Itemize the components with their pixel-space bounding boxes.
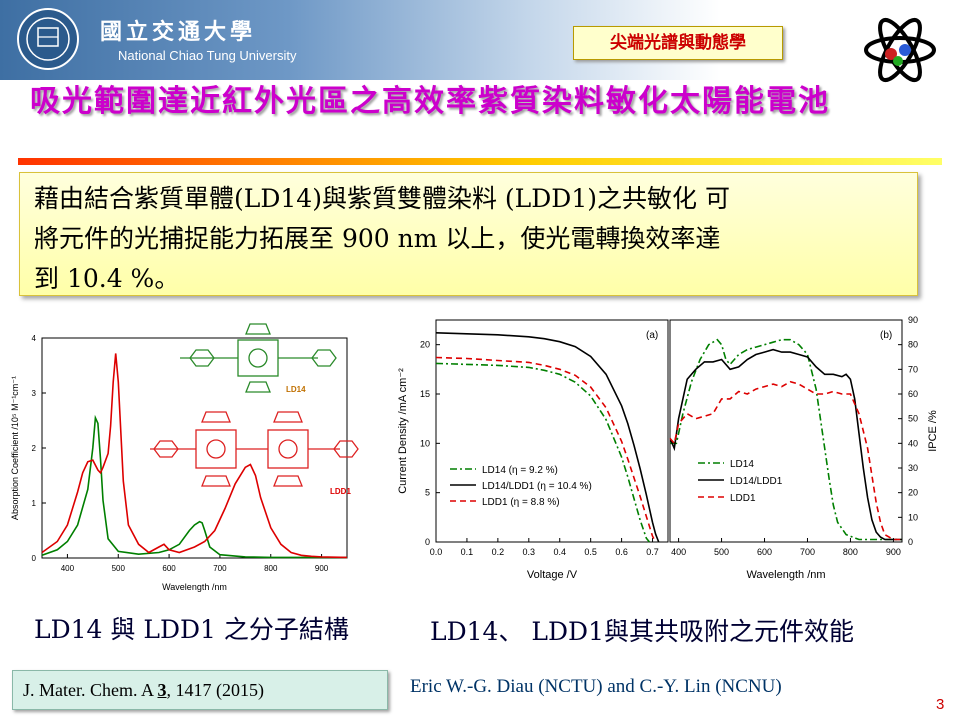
reference-box: J. Mater. Chem. A 3, 1417 (2015) — [12, 670, 388, 710]
reference-pages-year: , 1417 (2015) — [166, 680, 265, 700]
y-tick-label: 20 — [908, 488, 918, 498]
y-tick-label: 40 — [908, 438, 918, 448]
series-line — [669, 348, 902, 541]
y-axis-label: Current Density /mA cm⁻² — [397, 368, 409, 494]
plot-frame — [669, 319, 903, 543]
y-axis-label: Absorption Coefficient /10⁵ M⁻¹cm⁻¹ — [10, 376, 20, 520]
series-line — [435, 356, 657, 543]
series-line — [435, 332, 660, 543]
university-seal-logo — [17, 8, 79, 70]
caption-device-performance: LD14、 LDD1與其共吸附之元件效能 — [430, 617, 855, 646]
y-tick-label: 0 — [32, 554, 37, 563]
x-tick-label: 0.3 — [523, 547, 536, 557]
atom-icon — [864, 17, 936, 83]
header-banner — [0, 0, 960, 80]
series-line — [435, 362, 651, 543]
x-tick-label: 0.5 — [584, 547, 597, 557]
summary-line-1: 藉由結合紫質單體(LD14)與紫質雙體染料 (LDD1)之共敏化 可 — [34, 184, 730, 213]
x-tick-label: 500 — [112, 564, 126, 573]
x-axis-label: Wavelength /nm — [162, 582, 227, 592]
x-tick-label: 0.7 — [646, 547, 659, 557]
y-tick-label: 90 — [908, 315, 918, 325]
ldd1-structure-label: LDD1 — [330, 487, 351, 496]
jv-series — [435, 332, 660, 543]
x-axis-label: Voltage /V — [527, 569, 578, 581]
x-tick-label: 600 — [162, 564, 176, 573]
y-tick-label: 3 — [32, 389, 37, 398]
plot-frame — [435, 319, 669, 543]
panel-label: (a) — [646, 330, 658, 341]
university-name-en: National Chiao Tung University — [118, 48, 297, 63]
reference-journal: J. Mater. Chem. A — [23, 680, 158, 700]
course-tag: 尖端光譜與動態學 — [573, 26, 783, 60]
page-number: 3 — [936, 696, 945, 713]
authors-credit: Eric W.-G. Diau (NCTU) and C.-Y. Lin (NC… — [410, 676, 782, 697]
legend-label: LD14/LDD1 (η = 10.4 %) — [482, 481, 592, 492]
x-tick-label: 500 — [714, 547, 729, 557]
title-underline — [18, 158, 942, 165]
ipce-legend: LD14 LD14/LDD1 LDD1 — [698, 459, 783, 504]
y-tick-label: 4 — [32, 334, 37, 343]
legend-label: LD14/LDD1 — [730, 476, 783, 487]
x-tick-label: 400 — [671, 547, 686, 557]
summary-box: 藉由結合紫質單體(LD14)與紫質雙體染料 (LDD1)之共敏化 可 將元件的光… — [19, 172, 918, 296]
caption-molecular-structure: LD14 與 LDD1 之分子結構 — [34, 615, 349, 644]
y-tick-label: 1 — [32, 499, 37, 508]
x-tick-label: 0.1 — [461, 547, 474, 557]
y-tick-label: 50 — [908, 414, 918, 424]
x-tick-label: 0.6 — [615, 547, 628, 557]
jv-legend: LD14 (η = 9.2 %) LD14/LDD1 (η = 10.4 %) LD… — [450, 465, 592, 508]
x-tick-label: 600 — [757, 547, 772, 557]
y-tick-label: 5 — [425, 488, 430, 498]
absorption-axes: 400 500 600 700 800 900 0 1 2 3 4 Wavelength /nm Abs… — [10, 334, 348, 592]
summary-line-3: 到 10.4 %。 — [34, 264, 180, 293]
absorption-series — [41, 353, 348, 559]
series-line — [41, 353, 348, 559]
y-tick-label: 10 — [908, 512, 918, 522]
legend-label: LDD1 (η = 8.8 %) — [482, 497, 560, 508]
y-tick-label: 80 — [908, 340, 918, 350]
series-line — [670, 338, 902, 541]
legend-label: LDD1 — [730, 493, 756, 504]
x-tick-label: 0.0 — [430, 547, 443, 557]
y-tick-label: 2 — [32, 444, 37, 453]
x-tick-label: 0.4 — [553, 547, 566, 557]
y-tick-label: 10 — [420, 438, 430, 448]
x-tick-label: 800 — [843, 547, 858, 557]
panel-label: (b) — [880, 330, 892, 341]
series-line — [41, 414, 347, 559]
series-line — [669, 380, 902, 541]
ldd1-structure — [150, 411, 359, 487]
legend-label: LD14 (η = 9.2 %) — [482, 465, 558, 476]
y-tick-label: 70 — [908, 364, 918, 374]
ipce-series — [669, 338, 902, 541]
slide-title: 吸光範圍達近紅外光區之高效率紫質染料敏化太陽能電池 — [30, 84, 830, 119]
y-tick-label: 20 — [420, 340, 430, 350]
x-tick-label: 800 — [264, 564, 278, 573]
reference-volume: 3 — [157, 680, 167, 700]
summary-line-2: 將元件的光捕捉能力拓展至 900 nm 以上，使光電轉換效率達 — [34, 224, 721, 253]
absorption-chart: 400 500 600 700 800 900 0 1 2 3 4 Wavelength /nm Abs… — [10, 323, 359, 592]
y-tick-label: 0 — [908, 537, 913, 547]
legend-label: LD14 — [730, 459, 754, 470]
x-axis-label: Wavelength /nm — [746, 569, 825, 581]
y-tick-label: 0 — [425, 537, 430, 547]
ld14-structure — [180, 323, 337, 393]
y-tick-label: 30 — [908, 463, 918, 473]
y-axis-label: IPCE /% — [927, 410, 939, 452]
x-tick-label: 400 — [61, 564, 75, 573]
jv-axes: 0.0 0.1 0.2 0.3 0.4 0.5 0.6 0.7 0 5 10 15 20 Voltage … — [397, 319, 669, 581]
x-tick-label: 900 — [315, 564, 329, 573]
x-tick-label: 0.2 — [492, 547, 505, 557]
device-performance-chart: 0.0 0.1 0.2 0.3 0.4 0.5 0.6 0.7 0 5 10 15 20 Voltage … — [397, 315, 939, 581]
ld14-structure-label: LD14 — [286, 385, 306, 394]
y-tick-label: 60 — [908, 389, 918, 399]
x-tick-label: 700 — [800, 547, 815, 557]
university-name-zh: 國立交通大學 — [100, 19, 257, 45]
y-tick-label: 15 — [420, 389, 430, 399]
ipce-axes: 400 500 600 700 800 900 0 10 20 30 40 50 60 70 80 90 Wav… — [669, 315, 939, 581]
x-tick-label: 700 — [213, 564, 227, 573]
x-tick-label: 900 — [886, 547, 901, 557]
